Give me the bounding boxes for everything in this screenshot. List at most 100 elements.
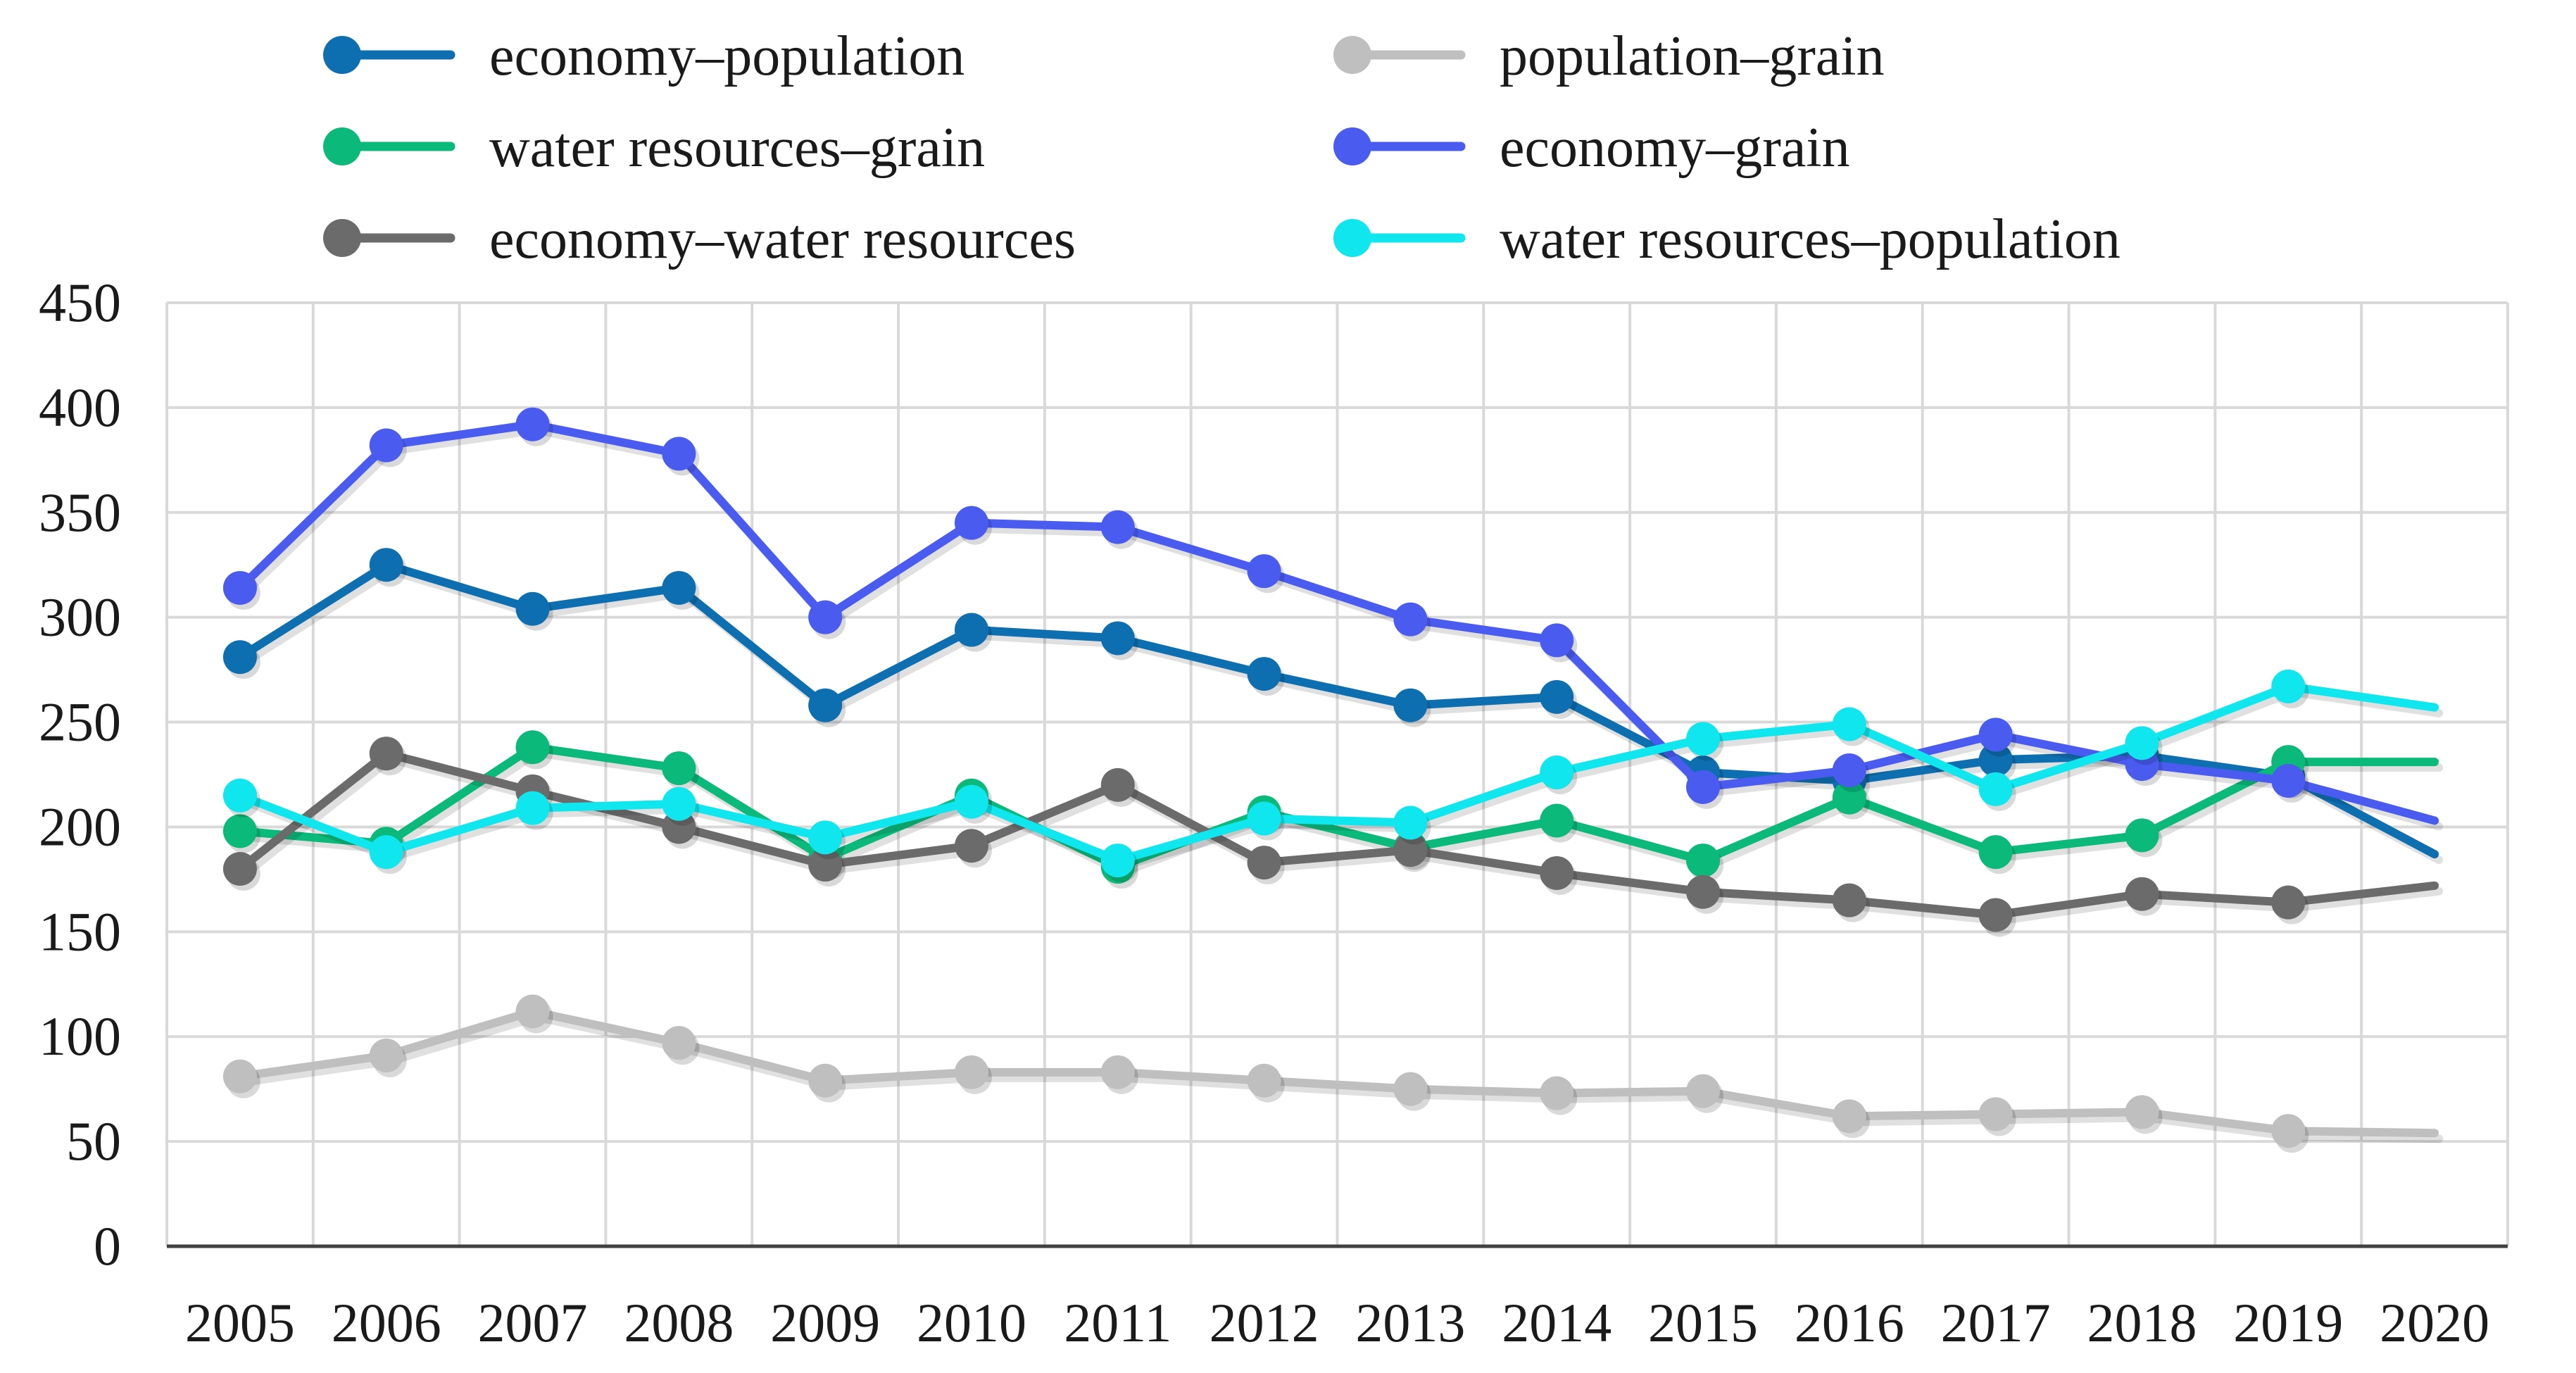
legend-swatch-marker (1333, 219, 1371, 257)
data-point (1247, 554, 1281, 589)
data-point (662, 570, 696, 605)
legend-label: economy–population (489, 25, 965, 87)
x-tick-label: 2012 (1210, 1292, 1319, 1353)
data-point (954, 613, 988, 647)
y-tick-label: 100 (39, 1005, 121, 1067)
data-point (1978, 835, 2013, 870)
data-point (222, 852, 257, 886)
x-tick-label: 2016 (1795, 1292, 1904, 1353)
data-point (1393, 833, 1428, 867)
data-point (1978, 717, 2013, 752)
y-tick-label: 0 (94, 1215, 121, 1277)
series-line (235, 743, 2439, 872)
data-point (222, 640, 257, 675)
data-point (369, 736, 403, 771)
data-point (954, 829, 988, 863)
x-tick-label: 2017 (1941, 1292, 2051, 1353)
data-point (1247, 846, 1281, 880)
data-point (515, 730, 550, 765)
series-line (235, 1007, 2439, 1138)
series-line-shadow (239, 748, 2444, 877)
x-tick-label: 2008 (624, 1292, 734, 1353)
x-tick-label: 2010 (917, 1292, 1026, 1353)
data-point (1686, 874, 1721, 909)
data-point (1540, 679, 1574, 714)
legend-item: water resources–grain (323, 117, 985, 179)
data-point (369, 1039, 403, 1073)
data-point (1393, 1072, 1428, 1106)
data-point (662, 751, 696, 786)
x-tick-label: 2019 (2233, 1292, 2343, 1353)
legend-swatch-marker (323, 219, 361, 257)
data-point (808, 1063, 843, 1098)
data-point (2125, 877, 2159, 911)
x-tick-label: 2018 (2087, 1292, 2197, 1353)
data-point (1247, 1063, 1281, 1098)
data-point (1540, 623, 1574, 658)
series (222, 736, 2444, 937)
data-point (1393, 602, 1428, 637)
data-point (2271, 669, 2306, 703)
legend-swatch-marker (323, 127, 361, 165)
data-point (369, 428, 403, 463)
data-point (222, 814, 257, 848)
legend-swatch-marker (323, 36, 361, 74)
x-tick-label: 2014 (1502, 1292, 1611, 1353)
x-tick-label: 2009 (770, 1292, 880, 1353)
data-point (1686, 770, 1721, 804)
data-point (1978, 1097, 2013, 1131)
data-point (1832, 753, 1866, 788)
data-point (1686, 1074, 1721, 1108)
data-point (1393, 688, 1428, 722)
data-point (662, 1026, 696, 1060)
series-layer (222, 407, 2444, 1153)
legend: economy–population population–grain water … (323, 25, 2121, 270)
data-point (1832, 883, 1866, 917)
series (222, 994, 2444, 1153)
data-point (954, 1055, 988, 1089)
y-tick-label: 150 (39, 901, 121, 962)
data-point (515, 407, 550, 441)
data-point (515, 591, 550, 626)
series-line-shadow (239, 687, 2444, 871)
legend-label: economy–water resources (489, 208, 1076, 270)
data-point (222, 778, 257, 813)
data-point (2271, 885, 2306, 920)
y-tick-label: 50 (66, 1110, 121, 1172)
data-point (1100, 767, 1135, 802)
data-point (1100, 621, 1135, 656)
grid-layer (165, 301, 2509, 1246)
x-tick-label: 2006 (332, 1292, 441, 1353)
series-line-shadow (239, 1012, 2444, 1143)
series-line (235, 560, 2439, 859)
y-tick-label: 350 (39, 482, 121, 543)
data-point (1393, 805, 1428, 840)
data-point (1540, 756, 1574, 790)
series (222, 407, 2444, 831)
series-line (235, 420, 2439, 825)
data-point (1540, 803, 1574, 838)
legend-swatch-marker (1333, 36, 1371, 74)
data-point (1686, 844, 1721, 878)
data-point (1247, 801, 1281, 836)
data-point (2125, 726, 2159, 760)
data-point (369, 835, 403, 870)
series-line (235, 682, 2439, 865)
legend-label: population–grain (1500, 25, 1885, 87)
legend-item: population–grain (1333, 25, 1885, 87)
x-tick-label: 2020 (2380, 1292, 2489, 1353)
data-point (1540, 855, 1574, 890)
x-tick-label: 2005 (185, 1292, 295, 1353)
data-point (2271, 1114, 2306, 1148)
data-point (2125, 818, 2159, 853)
series-line-shadow (239, 425, 2444, 831)
x-tick-label: 2011 (1064, 1292, 1171, 1353)
data-point (808, 820, 843, 855)
data-point (954, 506, 988, 540)
data-point (662, 437, 696, 471)
legend-item: water resources–population (1333, 208, 2121, 270)
data-point (1540, 1076, 1574, 1110)
data-point (2125, 1095, 2159, 1129)
x-tick-label: 2007 (478, 1292, 588, 1353)
